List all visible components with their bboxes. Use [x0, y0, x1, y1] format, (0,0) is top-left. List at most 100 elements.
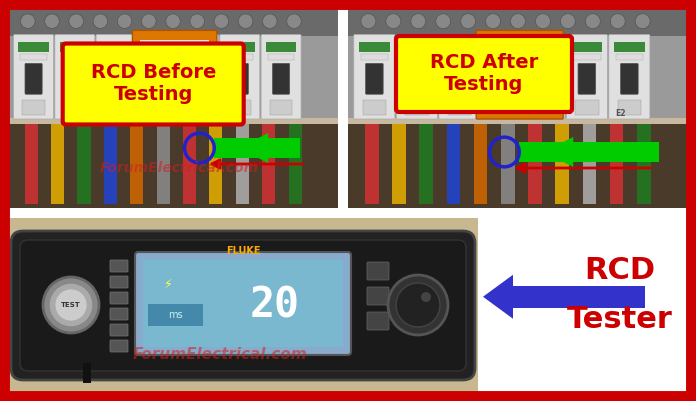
FancyBboxPatch shape: [273, 63, 290, 94]
FancyBboxPatch shape: [501, 124, 514, 204]
FancyBboxPatch shape: [8, 8, 338, 36]
FancyBboxPatch shape: [142, 42, 173, 52]
FancyBboxPatch shape: [621, 63, 638, 94]
FancyBboxPatch shape: [8, 8, 338, 118]
Circle shape: [511, 14, 525, 29]
FancyBboxPatch shape: [146, 100, 168, 115]
FancyBboxPatch shape: [363, 100, 386, 115]
FancyBboxPatch shape: [179, 34, 219, 119]
Circle shape: [45, 14, 59, 28]
FancyBboxPatch shape: [61, 54, 88, 60]
Text: RCD Before
Testing: RCD Before Testing: [90, 63, 216, 105]
Text: ms: ms: [168, 310, 182, 320]
FancyBboxPatch shape: [354, 34, 395, 119]
FancyBboxPatch shape: [444, 42, 475, 52]
FancyBboxPatch shape: [571, 42, 603, 52]
Circle shape: [214, 14, 229, 28]
FancyBboxPatch shape: [338, 8, 348, 208]
FancyBboxPatch shape: [289, 124, 301, 204]
Text: E2: E2: [615, 109, 625, 117]
Circle shape: [535, 14, 551, 29]
FancyBboxPatch shape: [367, 312, 389, 330]
FancyBboxPatch shape: [488, 54, 516, 60]
FancyBboxPatch shape: [445, 54, 473, 60]
FancyBboxPatch shape: [478, 218, 688, 393]
FancyBboxPatch shape: [209, 124, 223, 204]
FancyBboxPatch shape: [348, 8, 688, 118]
FancyBboxPatch shape: [401, 42, 432, 52]
FancyBboxPatch shape: [11, 231, 475, 380]
Circle shape: [386, 14, 401, 29]
FancyBboxPatch shape: [77, 124, 90, 204]
Text: RCD After
Testing: RCD After Testing: [430, 53, 538, 95]
FancyBboxPatch shape: [609, 34, 650, 119]
Circle shape: [610, 14, 625, 29]
FancyBboxPatch shape: [617, 100, 641, 115]
FancyBboxPatch shape: [528, 124, 541, 204]
FancyBboxPatch shape: [8, 124, 338, 208]
Circle shape: [388, 275, 448, 335]
FancyBboxPatch shape: [157, 124, 170, 204]
FancyBboxPatch shape: [524, 34, 565, 119]
FancyBboxPatch shape: [474, 124, 487, 204]
FancyBboxPatch shape: [55, 34, 95, 119]
FancyBboxPatch shape: [214, 138, 299, 158]
Circle shape: [238, 14, 253, 28]
FancyBboxPatch shape: [60, 42, 90, 52]
FancyBboxPatch shape: [144, 54, 171, 60]
FancyBboxPatch shape: [107, 63, 125, 94]
FancyBboxPatch shape: [408, 63, 426, 94]
Circle shape: [49, 283, 93, 327]
Text: 20: 20: [249, 284, 299, 326]
Circle shape: [585, 14, 600, 29]
FancyBboxPatch shape: [236, 124, 249, 204]
Circle shape: [486, 14, 500, 29]
FancyBboxPatch shape: [266, 42, 296, 52]
FancyBboxPatch shape: [66, 63, 84, 94]
Circle shape: [55, 289, 87, 321]
FancyBboxPatch shape: [157, 72, 192, 97]
FancyBboxPatch shape: [226, 54, 253, 60]
FancyBboxPatch shape: [185, 54, 212, 60]
FancyBboxPatch shape: [503, 286, 645, 308]
FancyBboxPatch shape: [187, 100, 210, 115]
FancyBboxPatch shape: [490, 100, 514, 115]
FancyBboxPatch shape: [358, 42, 390, 52]
FancyBboxPatch shape: [532, 100, 556, 115]
FancyBboxPatch shape: [135, 252, 351, 355]
Text: IO: IO: [515, 47, 524, 57]
FancyBboxPatch shape: [8, 218, 478, 393]
FancyBboxPatch shape: [110, 324, 128, 336]
Circle shape: [461, 14, 475, 29]
Text: TEST: TEST: [61, 302, 81, 308]
Text: FLUKE: FLUKE: [226, 246, 260, 256]
FancyBboxPatch shape: [530, 54, 558, 60]
FancyBboxPatch shape: [22, 100, 45, 115]
Text: IO: IO: [170, 47, 180, 57]
Circle shape: [396, 283, 440, 327]
Text: ForumElectrical.com: ForumElectrical.com: [100, 161, 259, 175]
FancyBboxPatch shape: [535, 63, 553, 94]
FancyBboxPatch shape: [110, 292, 128, 304]
FancyBboxPatch shape: [220, 34, 260, 119]
FancyBboxPatch shape: [405, 100, 429, 115]
FancyBboxPatch shape: [51, 124, 64, 204]
Circle shape: [166, 14, 180, 28]
Circle shape: [421, 292, 431, 302]
Circle shape: [21, 14, 35, 28]
FancyBboxPatch shape: [190, 63, 207, 94]
Circle shape: [190, 14, 205, 28]
FancyBboxPatch shape: [583, 124, 596, 204]
FancyBboxPatch shape: [616, 54, 643, 60]
FancyBboxPatch shape: [487, 42, 518, 52]
FancyBboxPatch shape: [96, 34, 136, 119]
FancyBboxPatch shape: [393, 124, 406, 204]
FancyBboxPatch shape: [476, 30, 563, 119]
FancyBboxPatch shape: [132, 30, 217, 119]
FancyBboxPatch shape: [348, 8, 688, 36]
FancyBboxPatch shape: [555, 124, 569, 204]
Text: ⚡: ⚡: [164, 277, 173, 291]
Polygon shape: [544, 137, 574, 167]
FancyBboxPatch shape: [148, 304, 203, 326]
FancyBboxPatch shape: [103, 54, 129, 60]
